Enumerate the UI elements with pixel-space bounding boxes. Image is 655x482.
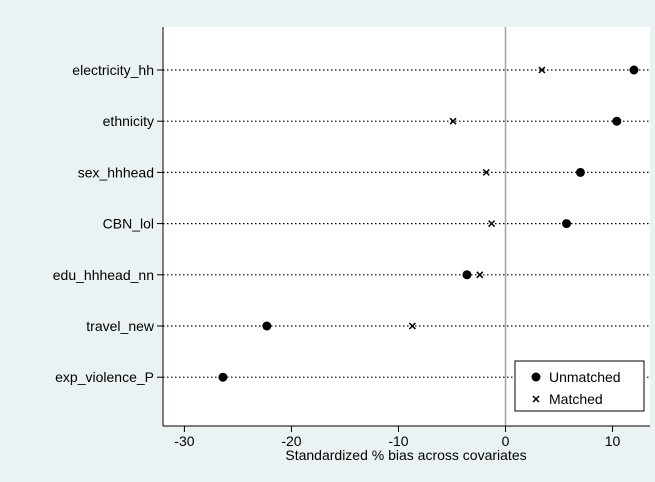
x-tick-label--10: -10	[388, 433, 408, 449]
matched-point-ethnicity	[449, 117, 457, 125]
x-axis-title: Standardized % bias across covariates	[285, 447, 526, 463]
x-tick-label--20: -20	[281, 433, 301, 449]
x-tick-label--30: -30	[174, 433, 194, 449]
x-tick-label-10: 10	[605, 433, 621, 449]
matched-point-electricity_hh	[538, 66, 546, 74]
category-labels: electricity_hh ethnicity sex_hhhead CBN_lol…	[53, 62, 155, 385]
category-label-exp_violence_P: exp_violence_P	[55, 369, 154, 385]
category-label-travel_new: travel_new	[86, 318, 155, 334]
unmatched-point-exp_violence_p	[218, 372, 228, 382]
category-label-ethnicity: ethnicity	[103, 113, 154, 129]
matched-point-edu_hhhead_nn	[476, 271, 484, 279]
legend-matched-label: Matched	[549, 391, 603, 407]
legend: Unmatched Matched	[514, 360, 645, 412]
unmatched-point-cbn_lol	[562, 219, 572, 229]
legend-matched-marker	[532, 395, 540, 403]
category-gridlines	[157, 69, 650, 378]
legend-unmatched-label: Unmatched	[549, 369, 621, 385]
legend-box	[514, 360, 645, 412]
category-label-electricity_hh: electricity_hh	[72, 62, 154, 78]
legend-unmatched-marker	[531, 372, 541, 382]
x-tick-label-0: 0	[502, 433, 510, 449]
data-markers	[218, 65, 639, 382]
matched-point-travel_new	[408, 322, 416, 330]
unmatched-point-travel_new	[262, 321, 272, 331]
x-axis: -30 -20 -10 0 10	[162, 27, 650, 449]
unmatched-point-sex_hhhead	[575, 167, 585, 177]
unmatched-point-electricity_hh	[629, 65, 639, 75]
category-label-edu_hhhead_nn: edu_hhhead_nn	[53, 267, 154, 283]
matched-point-sex_hhhead	[482, 168, 490, 176]
category-label-CBN_lol: CBN_lol	[103, 216, 154, 232]
unmatched-point-edu_hhhead_nn	[462, 270, 472, 280]
matched-point-cbn_lol	[488, 220, 496, 228]
category-label-sex_hhhead: sex_hhhead	[78, 164, 154, 180]
unmatched-point-ethnicity	[612, 116, 622, 126]
